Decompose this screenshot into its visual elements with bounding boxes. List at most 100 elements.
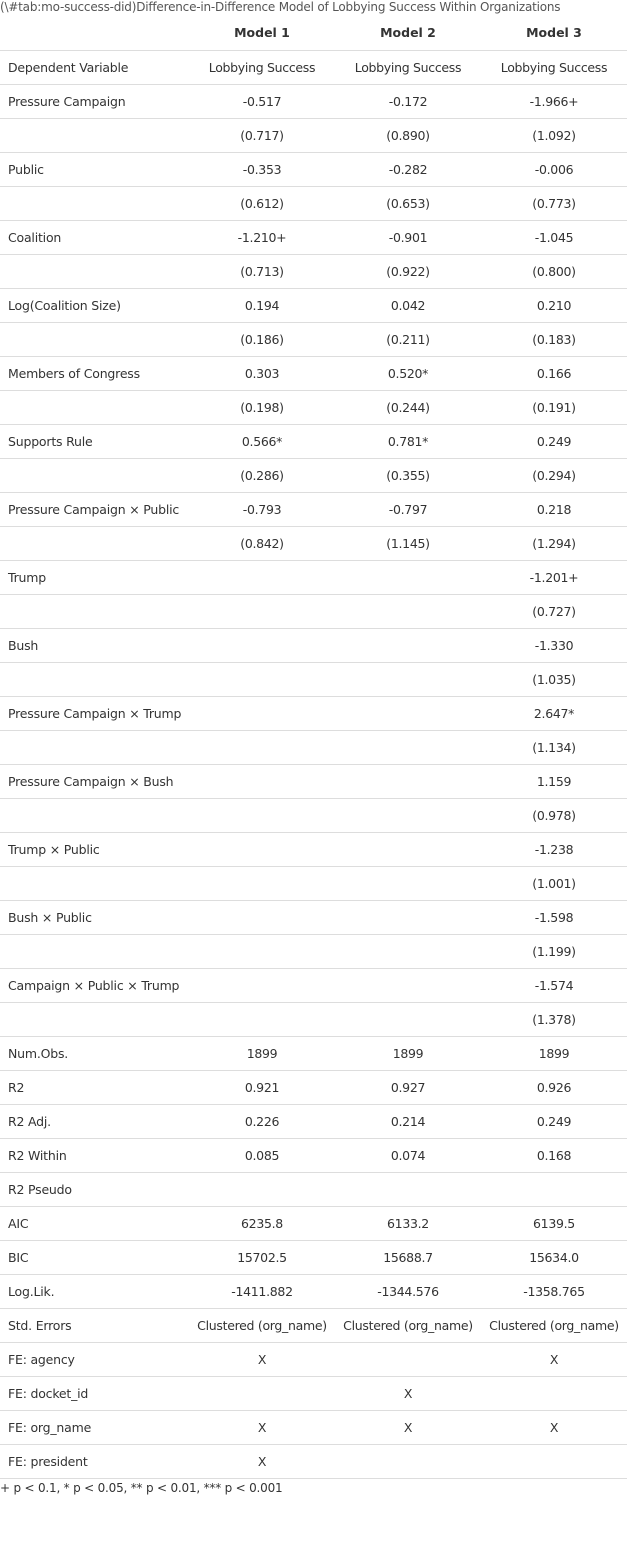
model-2-cell: X — [335, 1376, 481, 1411]
table-row: Pressure Campaign × Bush 1.159 — [0, 764, 627, 799]
row-label: Members of Congress — [0, 356, 189, 391]
row-label: Pressure Campaign — [0, 84, 189, 119]
model-1-cell: (0.286) — [189, 458, 335, 493]
row-label: R2 Pseudo — [0, 1172, 189, 1207]
model-3-cell — [481, 1376, 627, 1411]
row-label — [0, 730, 189, 765]
model-2-cell — [335, 968, 481, 1003]
table-row: Pressure Campaign -0.517 -0.172 -1.966+ — [0, 84, 627, 119]
model-2-cell — [335, 764, 481, 799]
model-3-cell: 1.159 — [481, 764, 627, 799]
model-1-cell: X — [189, 1342, 335, 1377]
row-label: Trump — [0, 560, 189, 595]
table-row: Public -0.353 -0.282 -0.006 — [0, 152, 627, 187]
regression-table: Model 1 Model 2 Model 3 Dependent Variab… — [0, 16, 627, 1479]
header-model-2: Model 2 — [335, 16, 481, 51]
model-2-cell — [335, 900, 481, 935]
model-2-cell: 0.927 — [335, 1070, 481, 1105]
significance-footnote: + p < 0.1, * p < 0.05, ** p < 0.01, *** … — [0, 1480, 283, 1495]
model-2-cell: 0.520* — [335, 356, 481, 391]
table-caption: (\#tab:mo-success-did)Difference-in-Diff… — [0, 0, 561, 14]
model-2-cell: (0.922) — [335, 254, 481, 289]
table-row: (0.842) (1.145) (1.294) — [0, 526, 627, 561]
model-1-cell: 15702.5 — [189, 1240, 335, 1275]
table-row: Log(Coalition Size) 0.194 0.042 0.210 — [0, 288, 627, 323]
model-2-cell: -0.172 — [335, 84, 481, 119]
model-1-cell: Clustered (org_name) — [189, 1308, 335, 1343]
model-2-cell: (0.244) — [335, 390, 481, 425]
model-1-cell: X — [189, 1410, 335, 1445]
model-3-cell: (1.378) — [481, 1002, 627, 1037]
model-2-cell: -0.797 — [335, 492, 481, 527]
table-row: Trump × Public -1.238 — [0, 832, 627, 867]
table-row: (1.134) — [0, 730, 627, 765]
model-3-cell: (1.199) — [481, 934, 627, 969]
model-1-cell: (0.612) — [189, 186, 335, 221]
model-3-cell: -1.598 — [481, 900, 627, 935]
model-3-cell: (0.183) — [481, 322, 627, 357]
model-1-cell: (0.198) — [189, 390, 335, 425]
model-1-cell: 0.226 — [189, 1104, 335, 1139]
model-2-cell: (0.211) — [335, 322, 481, 357]
row-label: Coalition — [0, 220, 189, 255]
row-label: Std. Errors — [0, 1308, 189, 1343]
model-2-cell: (0.355) — [335, 458, 481, 493]
row-label: Pressure Campaign × Bush — [0, 764, 189, 799]
row-label — [0, 594, 189, 629]
model-3-cell: (0.800) — [481, 254, 627, 289]
row-label: Bush — [0, 628, 189, 663]
table-header-row: Model 1 Model 2 Model 3 — [0, 16, 627, 51]
model-3-cell: (1.035) — [481, 662, 627, 697]
model-2-cell: 0.781* — [335, 424, 481, 459]
model-2-cell — [335, 628, 481, 663]
row-label: Bush × Public — [0, 900, 189, 935]
table-row: Pressure Campaign × Trump 2.647* — [0, 696, 627, 731]
row-label: Dependent Variable — [0, 50, 189, 85]
model-2-cell: -0.282 — [335, 152, 481, 187]
row-label — [0, 458, 189, 493]
model-3-cell: 0.249 — [481, 1104, 627, 1139]
model-3-cell: (0.191) — [481, 390, 627, 425]
model-3-cell: Clustered (org_name) — [481, 1308, 627, 1343]
model-3-cell: 0.166 — [481, 356, 627, 391]
model-1-cell: (0.713) — [189, 254, 335, 289]
row-label: FE: org_name — [0, 1410, 189, 1445]
model-2-cell: (0.653) — [335, 186, 481, 221]
model-1-cell: Lobbying Success — [189, 50, 335, 85]
model-3-cell: -1.574 — [481, 968, 627, 1003]
model-3-cell: Lobbying Success — [481, 50, 627, 85]
model-1-cell: (0.717) — [189, 118, 335, 153]
model-1-cell — [189, 1002, 335, 1037]
table-row: Trump -1.201+ — [0, 560, 627, 595]
model-1-cell: -0.517 — [189, 84, 335, 119]
row-label — [0, 1002, 189, 1037]
row-label: Campaign × Public × Trump — [0, 968, 189, 1003]
model-3-cell: (1.001) — [481, 866, 627, 901]
model-3-cell: -0.006 — [481, 152, 627, 187]
model-2-cell: (0.890) — [335, 118, 481, 153]
table-row: Members of Congress 0.303 0.520* 0.166 — [0, 356, 627, 391]
row-label — [0, 662, 189, 697]
table-row: Pressure Campaign × Public -0.793 -0.797 0.… — [0, 492, 627, 527]
model-2-cell — [335, 1444, 481, 1479]
table-row: R2 0.921 0.927 0.926 — [0, 1070, 627, 1105]
table-row: (1.199) — [0, 934, 627, 969]
table-row: Std. Errors Clustered (org_name) Clustered… — [0, 1308, 627, 1343]
row-label: AIC — [0, 1206, 189, 1241]
model-2-cell — [335, 798, 481, 833]
row-label: BIC — [0, 1240, 189, 1275]
model-1-cell: -0.353 — [189, 152, 335, 187]
table-row: (1.035) — [0, 662, 627, 697]
model-3-cell: (0.294) — [481, 458, 627, 493]
table-row: (0.978) — [0, 798, 627, 833]
model-3-cell: -1.201+ — [481, 560, 627, 595]
row-label: Log.Lik. — [0, 1274, 189, 1309]
model-3-cell: 0.249 — [481, 424, 627, 459]
row-label: Public — [0, 152, 189, 187]
model-1-cell — [189, 866, 335, 901]
model-3-cell: -1.966+ — [481, 84, 627, 119]
model-3-cell: (0.727) — [481, 594, 627, 629]
model-3-cell — [481, 1172, 627, 1207]
table-row: (0.198) (0.244) (0.191) — [0, 390, 627, 425]
model-1-cell — [189, 832, 335, 867]
